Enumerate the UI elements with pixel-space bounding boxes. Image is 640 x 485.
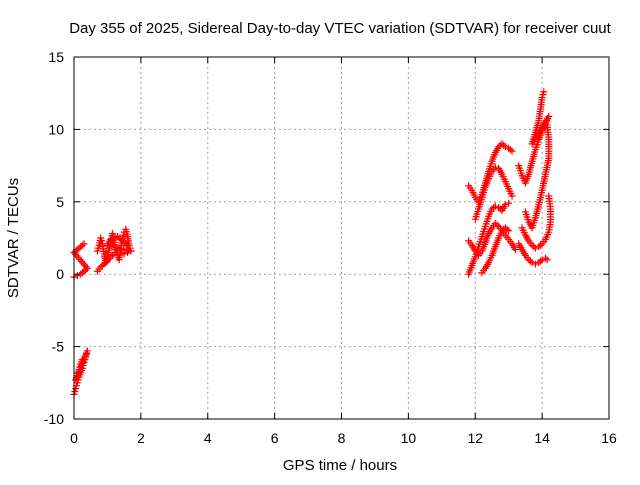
y-tick-label: 0 — [56, 266, 64, 282]
x-tick-label: 4 — [204, 430, 212, 446]
sdtvar-chart: 0 2 4 6 8 10 12 14 16 -10 -5 0 5 10 15 Day 355 of 2025… — [0, 0, 640, 480]
y-tick-label: 10 — [48, 121, 64, 137]
y-tick-label: 5 — [56, 194, 64, 210]
x-axis-label: GPS time / hours — [283, 457, 397, 474]
x-tick-label: 10 — [401, 430, 417, 446]
x-tick-label: 6 — [271, 430, 279, 446]
x-tick-label: 16 — [601, 430, 617, 446]
x-tick-label: 0 — [70, 430, 78, 446]
x-tick-label: 2 — [137, 430, 145, 446]
y-tick-label: -5 — [52, 339, 65, 355]
y-tick-label: 15 — [48, 49, 64, 65]
chart-title: Day 355 of 2025, Sidereal Day-to-day VTE… — [69, 20, 611, 37]
chart-root: 0 2 4 6 8 10 12 14 16 -10 -5 0 5 10 15 Day 355 of 2025… — [0, 0, 640, 480]
x-tick-label: 14 — [534, 430, 550, 446]
x-tick-label: 8 — [338, 430, 346, 446]
y-axis-label: SDTVAR / TECUs — [5, 178, 22, 298]
x-tick-label: 12 — [467, 430, 483, 446]
y-tick-label: -10 — [44, 411, 64, 427]
